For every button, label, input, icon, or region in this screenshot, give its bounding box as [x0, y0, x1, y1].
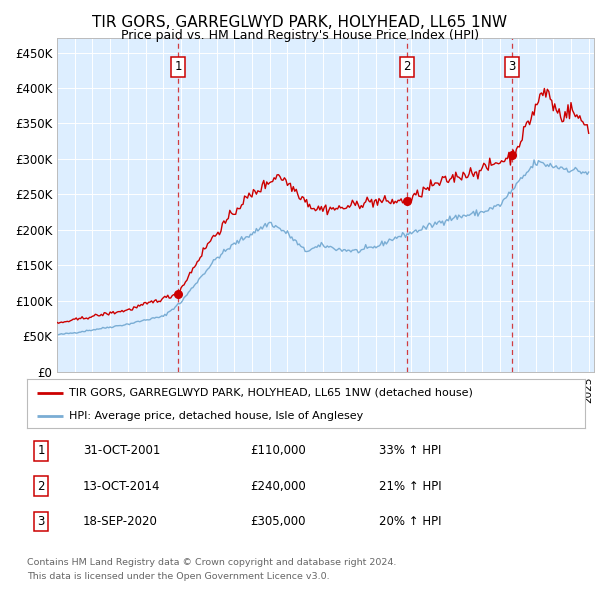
Text: 13-OCT-2014: 13-OCT-2014: [83, 480, 160, 493]
Text: 3: 3: [508, 60, 515, 73]
Text: Contains HM Land Registry data © Crown copyright and database right 2024.: Contains HM Land Registry data © Crown c…: [27, 558, 397, 566]
Text: 21% ↑ HPI: 21% ↑ HPI: [379, 480, 441, 493]
Text: £110,000: £110,000: [250, 444, 306, 457]
Text: 1: 1: [37, 444, 45, 457]
Text: 33% ↑ HPI: 33% ↑ HPI: [379, 444, 441, 457]
Text: 2: 2: [403, 60, 411, 73]
Text: 3: 3: [37, 515, 44, 528]
Text: TIR GORS, GARREGLWYD PARK, HOLYHEAD, LL65 1NW: TIR GORS, GARREGLWYD PARK, HOLYHEAD, LL6…: [92, 15, 508, 30]
Text: 31-OCT-2001: 31-OCT-2001: [83, 444, 160, 457]
Text: £240,000: £240,000: [250, 480, 306, 493]
Text: This data is licensed under the Open Government Licence v3.0.: This data is licensed under the Open Gov…: [27, 572, 329, 581]
Text: Price paid vs. HM Land Registry's House Price Index (HPI): Price paid vs. HM Land Registry's House …: [121, 30, 479, 42]
Text: TIR GORS, GARREGLWYD PARK, HOLYHEAD, LL65 1NW (detached house): TIR GORS, GARREGLWYD PARK, HOLYHEAD, LL6…: [69, 388, 473, 398]
Text: 1: 1: [175, 60, 182, 73]
Text: 2: 2: [37, 480, 45, 493]
Text: 20% ↑ HPI: 20% ↑ HPI: [379, 515, 441, 528]
Text: 18-SEP-2020: 18-SEP-2020: [83, 515, 158, 528]
Text: £305,000: £305,000: [250, 515, 306, 528]
Text: HPI: Average price, detached house, Isle of Anglesey: HPI: Average price, detached house, Isle…: [69, 411, 363, 421]
